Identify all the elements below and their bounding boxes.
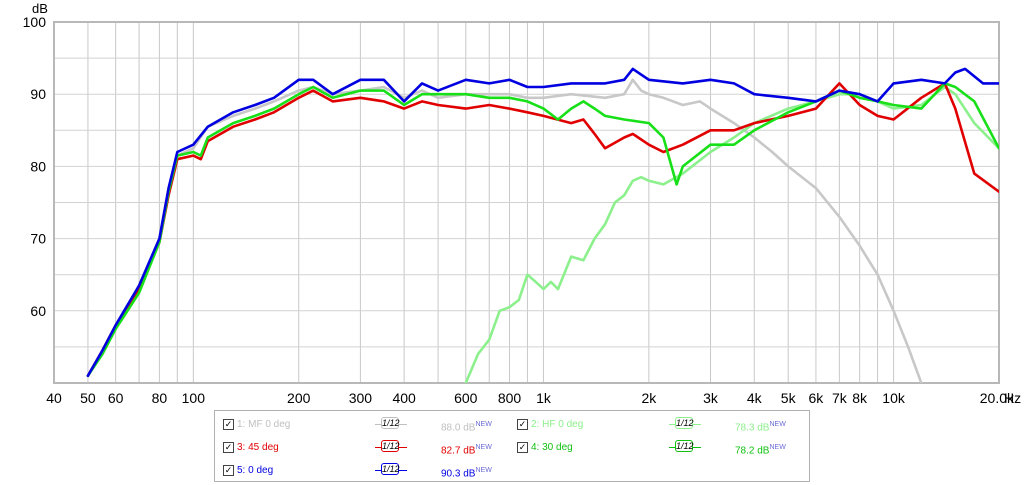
legend-checkbox[interactable]: ✓ [517,442,528,453]
x-tick-label: 40 [46,390,62,406]
x-axis-unit-label: Hz [1004,390,1021,406]
level-text: 78.3 dB [735,422,770,434]
legend-label: 2: HF 0 deg [531,419,584,430]
smoothing-label: 1/12 [675,440,694,452]
x-tick-label: 400 [392,390,416,406]
legend-entry: ✓ 1: MF 0 deg 1/12 88.0 dBNEW [223,417,513,437]
legend-level-value: 78.3 dBNEW [735,419,786,433]
legend-level-value: 82.7 dBNEW [441,442,492,456]
x-tick-label: 600 [454,390,478,406]
legend-label: 1: MF 0 deg [237,419,291,430]
x-tick-label: 60 [108,390,124,406]
x-tick-label: 1k [536,390,552,406]
smoothing-button[interactable]: 1/12 [375,440,407,454]
new-badge: NEW [475,467,492,474]
legend-level-value: 88.0 dBNEW [441,419,492,433]
level-text: 82.7 dB [441,445,476,457]
smoothing-button[interactable]: 1/12 [375,463,407,477]
y-axis-ticks: 60 70 80 90 100 [23,14,47,319]
smoothing-button[interactable]: 1/12 [669,440,701,454]
x-tick-label: 4k [747,390,763,406]
smoothing-button[interactable]: 1/12 [375,417,407,431]
x-tick-label: 50 [80,390,96,406]
series-line-3-45-deg [86,82,999,378]
y-tick-label: 90 [30,86,46,102]
smoothing-label: 1/12 [381,440,400,452]
legend-label: 4: 30 deg [531,442,573,453]
x-tick-label: 2k [641,390,657,406]
legend-level-value: 78.2 dBNEW [735,442,786,456]
x-tick-label: 8k [852,390,868,406]
legend-checkbox[interactable]: ✓ [223,465,234,476]
x-tick-label: 7k [832,390,848,406]
new-badge: NEW [475,421,492,428]
y-axis-unit-label: dB [32,1,48,16]
frequency-response-chart: 60 70 80 90 100 40 50 60 80 100 200 300 400 600 800 1k… [23,1,1021,406]
legend-label: 3: 45 deg [237,442,279,453]
smoothing-label: 1/12 [675,417,694,429]
new-badge: NEW [769,421,786,428]
series-line-5-0-deg [86,67,999,378]
x-tick-label: 200 [287,390,311,406]
smoothing-label: 1/12 [381,463,400,475]
x-tick-label: 80 [152,390,168,406]
x-axis-ticks: 40 50 60 80 100 200 300 400 600 800 1k 2k 3k 4k 5k 6k 7k… [46,390,1015,406]
x-tick-label: 800 [498,390,522,406]
legend-checkbox[interactable]: ✓ [517,419,528,430]
legend-entry: ✓ 5: 0 deg 1/12 90.3 dBNEW [223,463,513,483]
x-tick-label: 10k [882,390,906,406]
level-text: 78.2 dB [735,445,770,457]
y-tick-label: 100 [23,14,47,30]
legend-checkbox[interactable]: ✓ [223,442,234,453]
level-text: 90.3 dB [441,468,476,480]
smoothing-button[interactable]: 1/12 [669,417,701,431]
grid [54,22,999,383]
y-tick-label: 70 [30,231,46,247]
legend-entry: ✓ 2: HF 0 deg 1/12 78.3 dBNEW [517,417,807,437]
y-tick-label: 80 [30,158,46,174]
legend: ✓ 1: MF 0 deg 1/12 88.0 dBNEW ✓ 2: HF 0 deg 1/… [214,410,810,482]
new-badge: NEW [769,444,786,451]
plot-frame [53,21,1000,384]
x-tick-label: 100 [182,390,206,406]
y-tick-label: 60 [30,303,46,319]
legend-label: 5: 0 deg [237,465,274,476]
legend-entry: ✓ 3: 45 deg 1/12 82.7 dBNEW [223,440,513,460]
legend-checkbox[interactable]: ✓ [223,419,234,430]
smoothing-label: 1/12 [381,417,400,429]
level-text: 88.0 dB [441,422,476,434]
new-badge: NEW [475,444,492,451]
series-layer [86,67,999,383]
legend-level-value: 90.3 dBNEW [441,465,492,479]
legend-entry: ✓ 4: 30 deg 1/12 78.2 dBNEW [517,440,807,460]
x-tick-label: 6k [809,390,825,406]
x-tick-label: 300 [349,390,373,406]
x-tick-label: 20.0k [980,390,1015,406]
x-tick-label: 5k [781,390,797,406]
x-tick-label: 3k [703,390,719,406]
